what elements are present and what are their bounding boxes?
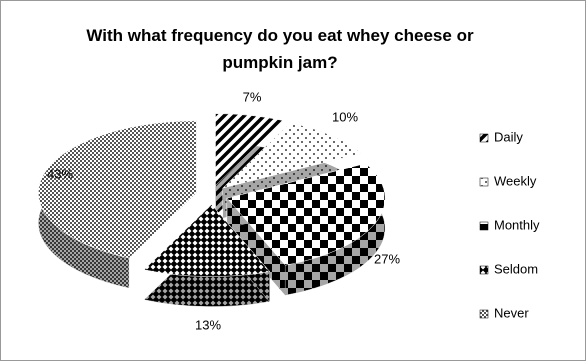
legend-swatch [479, 265, 489, 275]
chart-title: With what frequency do you eat whey chee… [86, 26, 474, 72]
legend-swatch [479, 309, 489, 319]
slice-top [215, 113, 284, 187]
legend-label: Monthly [494, 217, 540, 232]
slice-top [143, 204, 271, 277]
data-label: 27% [374, 251, 400, 266]
data-label: 43% [47, 166, 73, 181]
legend: Daily Weekly Monthly Seldom Never [479, 129, 540, 320]
slice-top [38, 120, 197, 259]
data-label: 7% [243, 89, 262, 104]
pie: 7% 10% 27% 13% 43% [38, 89, 400, 332]
legend-swatch [479, 177, 489, 187]
data-label: 13% [195, 317, 221, 332]
slice [143, 203, 271, 307]
data-label: 10% [332, 109, 358, 124]
legend-label: Daily [494, 129, 523, 144]
slice-top [222, 122, 362, 189]
slice [38, 120, 197, 289]
slice [226, 163, 386, 296]
legend-label: Seldom [494, 261, 538, 276]
legend-label: Weekly [494, 173, 537, 188]
slice-top [226, 163, 386, 266]
legend-label: Never [494, 305, 529, 320]
legend-swatch [479, 133, 489, 143]
legend-swatch [479, 221, 489, 231]
